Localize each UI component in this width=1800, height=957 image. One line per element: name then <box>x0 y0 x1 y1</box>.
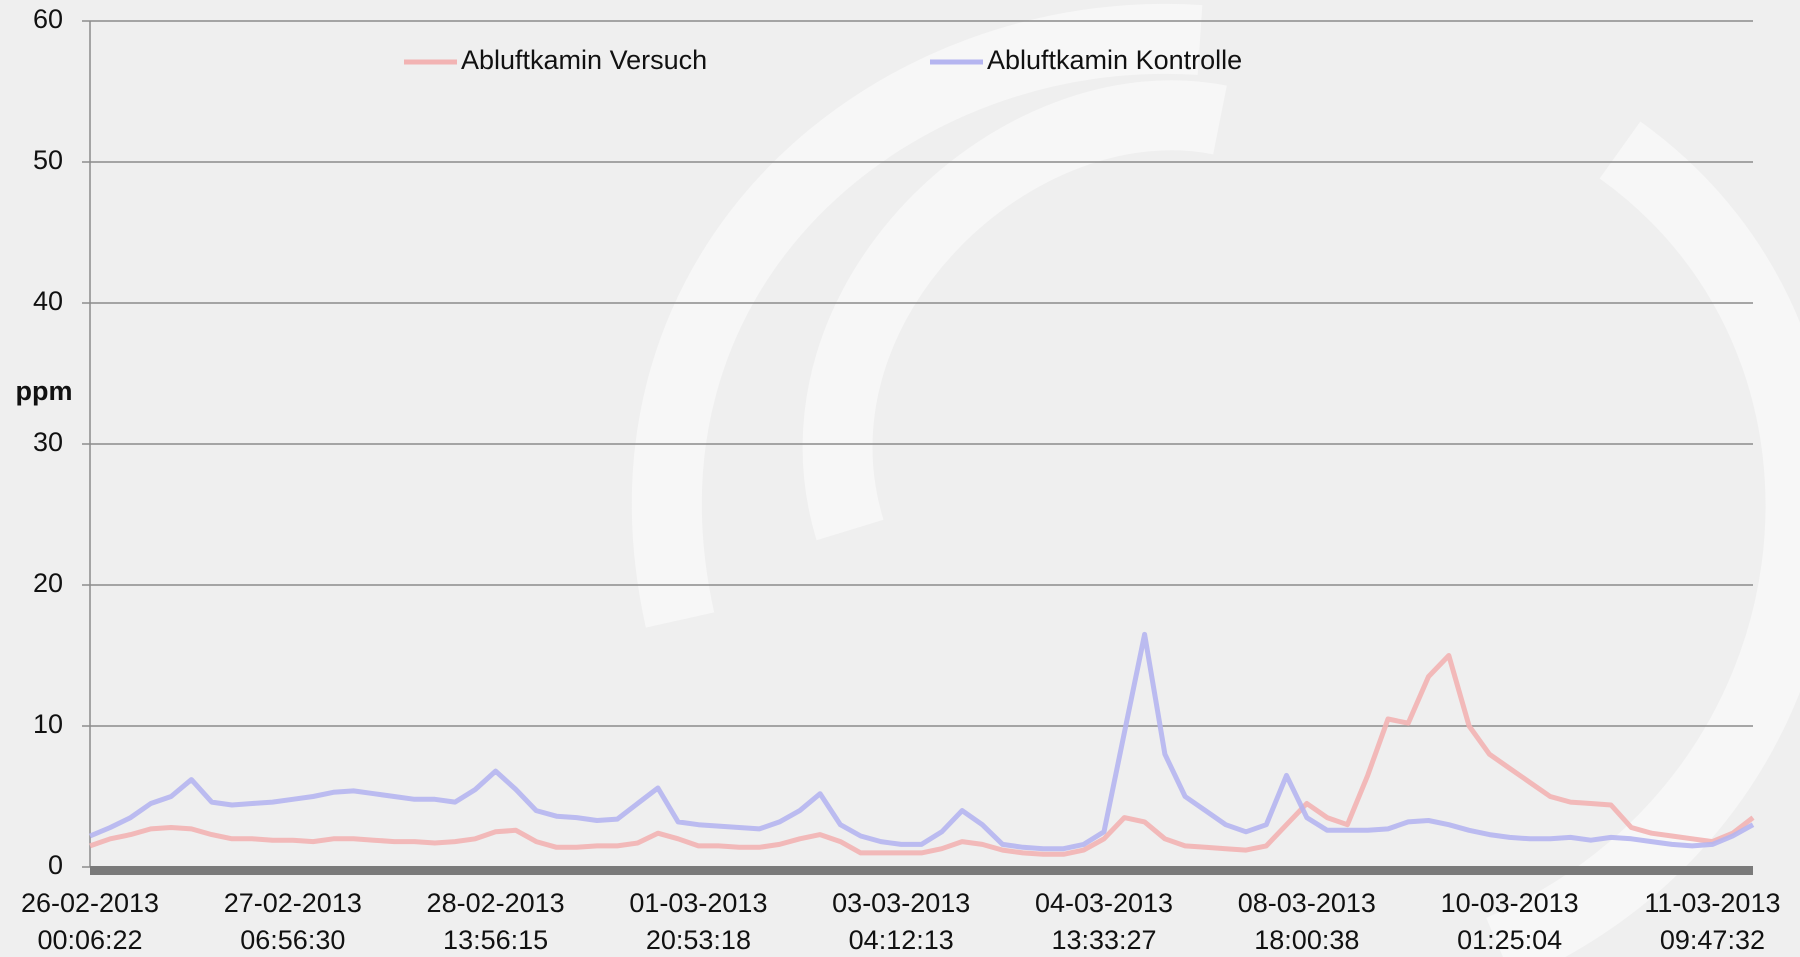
x-tick-label-line: 13:33:27 <box>1051 925 1156 955</box>
x-tick-label-line: 13:56:15 <box>443 925 548 955</box>
x-tick-label-line: 00:06:22 <box>37 925 142 955</box>
x-tick-label-line: 18:00:38 <box>1254 925 1359 955</box>
y-tick-label: 20 <box>33 568 63 598</box>
legend-label: Abluftkamin Kontrolle <box>987 45 1242 75</box>
x-tick-label-line: 01-03-2013 <box>629 888 767 918</box>
x-tick-label-line: 20:53:18 <box>646 925 751 955</box>
chart: ppm 0 10 20 30 40 50 60 26-02-2013 00:06:22 27-02… <box>0 0 1800 957</box>
x-tick-label-line: 04:12:13 <box>849 925 954 955</box>
x-axis <box>90 866 1753 875</box>
page: ppm 0 10 20 30 40 50 60 26-02-2013 00:06:22 27-02… <box>0 0 1800 957</box>
x-tick-label-line: 04-03-2013 <box>1035 888 1173 918</box>
x-tick-label-line: 26-02-2013 <box>21 888 159 918</box>
x-tick-label-line: 03-03-2013 <box>832 888 970 918</box>
y-tick-label: 40 <box>33 286 63 316</box>
y-tick-label: 50 <box>33 145 63 175</box>
y-tick-label: 60 <box>33 4 63 34</box>
y-axis-label: ppm <box>16 376 73 406</box>
x-tick-label-line: 28-02-2013 <box>427 888 565 918</box>
x-tick-label-line: 10-03-2013 <box>1441 888 1579 918</box>
x-tick-label-line: 06:56:30 <box>240 925 345 955</box>
y-tick-label: 30 <box>33 427 63 457</box>
x-tick-label-line: 09:47:32 <box>1660 925 1765 955</box>
x-tick-label-line: 27-02-2013 <box>224 888 362 918</box>
y-tick-label: 0 <box>48 850 63 880</box>
x-tick-label-line: 01:25:04 <box>1457 925 1562 955</box>
x-tick-label-line: 11-03-2013 <box>1644 888 1780 918</box>
y-tick-label: 10 <box>33 709 63 739</box>
legend-label: Abluftkamin Versuch <box>461 45 707 75</box>
x-tick-label-line: 08-03-2013 <box>1238 888 1376 918</box>
